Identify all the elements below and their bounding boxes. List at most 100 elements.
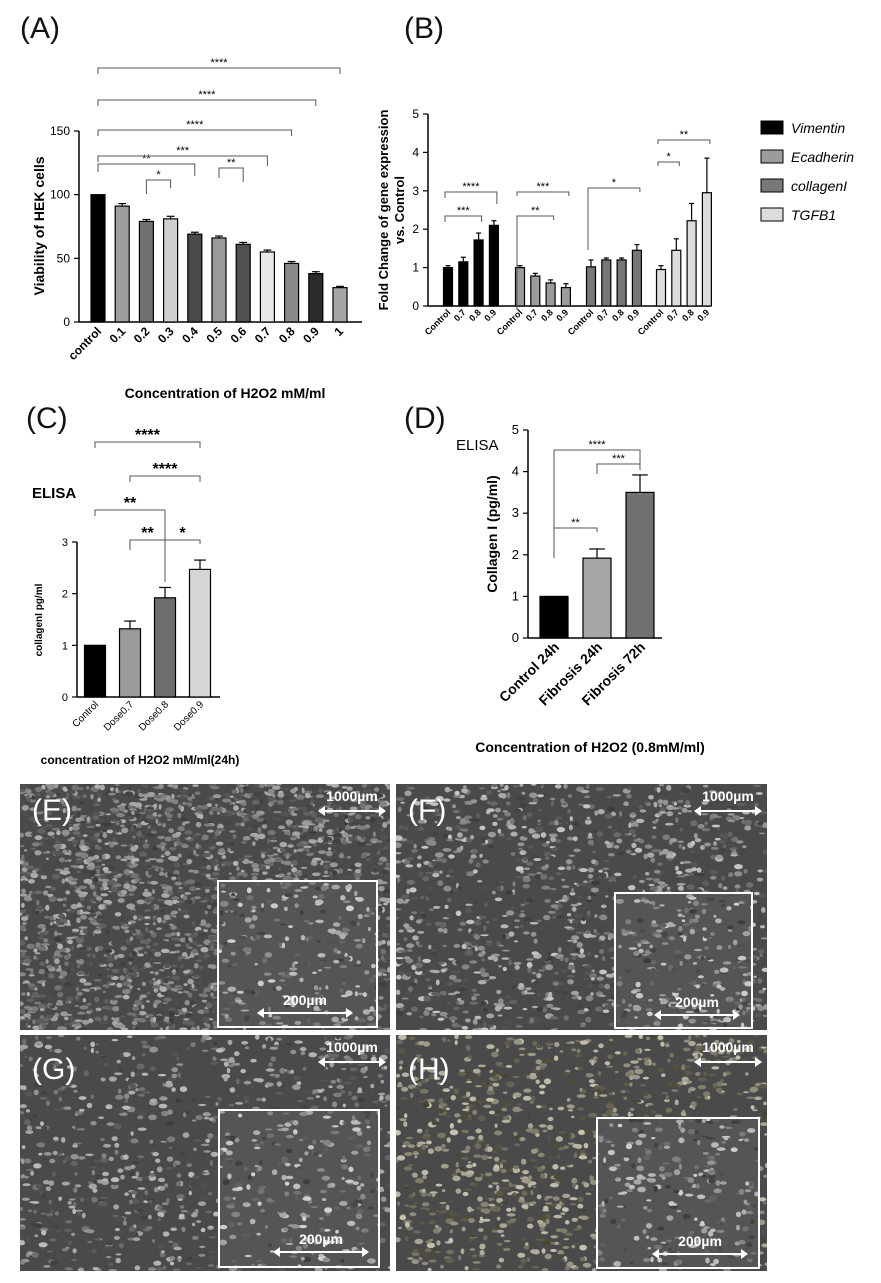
significance-bracket (129, 539, 166, 582)
y-axis-label: collagenI pg/ml (34, 583, 45, 656)
chart-c-elisa: 0 1 2 3 Control Dose0.7 Dose0.8 Dose0.9 ELISA col… (32, 427, 240, 767)
significance-bracket (97, 99, 317, 106)
significance-bracket (218, 167, 244, 182)
significance-bracket (516, 215, 555, 310)
x-tick-label: 0.9 (482, 307, 498, 323)
significance-label: ** (141, 525, 154, 542)
x-tick-label: 0.1 (107, 324, 129, 346)
significance-label: ** (124, 495, 137, 512)
bar (473, 239, 484, 307)
significance-label: ** (680, 129, 689, 141)
x-tick-label: 1 (331, 324, 346, 339)
significance-bracket (145, 179, 172, 194)
cell-texture (616, 894, 751, 1027)
y-axis-label: Collagen I (pg/ml) (484, 475, 500, 592)
x-tick-label: 0.5 (203, 324, 225, 346)
bar (188, 568, 212, 698)
scale-bar-inset: 200µm (652, 1233, 748, 1259)
significance-bracket (444, 191, 498, 204)
significance-label: ** (142, 153, 151, 165)
significance-label: * (612, 177, 617, 189)
panel-label-d: (D) (404, 402, 446, 435)
micrograph-h: (H) 1000µm 200µm (396, 1035, 767, 1271)
significance-label: * (667, 151, 672, 163)
bar (530, 275, 541, 307)
scale-bar-main: 1000µm (694, 1039, 762, 1067)
y-tick-label: 50 (57, 251, 71, 265)
significance-label: *** (176, 145, 190, 157)
y-tick-label: 3 (412, 184, 419, 198)
significance-label: **** (462, 181, 480, 193)
x-tick-label: Control (636, 307, 666, 337)
micrograph-label: (H) (408, 1053, 450, 1086)
x-tick-label: 0.7 (452, 307, 468, 323)
scale-bar-inset: 200µm (654, 994, 740, 1020)
significance-label: ** (227, 157, 236, 169)
significance-label: **** (210, 57, 228, 69)
x-tick-label: Control (71, 699, 102, 730)
bar (163, 218, 179, 323)
bar (284, 262, 300, 323)
significance-label: **** (588, 439, 606, 451)
bar (442, 267, 454, 307)
bar (631, 249, 642, 307)
x-tick-label: 0.2 (131, 324, 153, 346)
significance-label: **** (186, 119, 204, 131)
significance-bracket (553, 527, 598, 558)
legend-swatch (760, 178, 784, 193)
x-tick-label: 0.9 (554, 307, 570, 323)
y-axis-label: Fold Change of gene expression (376, 110, 391, 311)
micrograph-label: (E) (32, 794, 72, 827)
x-axis-label: concentration of H2O2 mM/ml(24h) (41, 753, 240, 767)
scale-bar-main: 1000µm (318, 1039, 386, 1067)
significance-bracket (587, 187, 641, 250)
bar (616, 259, 627, 307)
significance-bracket (657, 139, 711, 144)
x-tick-label: 0.9 (695, 307, 711, 323)
significance-label: * (179, 525, 186, 542)
micrograph-e: (E) 1000µm 200µm (20, 784, 390, 1030)
bar (625, 491, 655, 639)
x-tick-label: Control (495, 307, 525, 337)
significance-label: **** (153, 461, 179, 478)
micrograph-inset: 200µm (596, 1117, 760, 1269)
significance-bracket (516, 191, 570, 196)
y-tick-label: 2 (62, 589, 68, 601)
scale-bar-main: 1000µm (318, 788, 386, 816)
x-tick-label: 0.8 (276, 324, 298, 346)
chart-a-viability: 0 50 100 150 control 0.1 0.2 0.3 0.4 0.5 0.6 0.7 0.8… (31, 57, 362, 401)
x-tick-label: 0.8 (467, 307, 483, 323)
bar (701, 192, 712, 307)
micrograph-inset: 200µm (614, 892, 753, 1029)
bar (585, 266, 597, 307)
legend-swatch (760, 120, 784, 135)
y-tick-label: 3 (512, 505, 519, 520)
legend-label: Vimentin (791, 120, 845, 136)
x-tick-label: 0.7 (524, 307, 540, 323)
x-tick-label: control (65, 324, 104, 363)
x-tick-label: 0.8 (680, 307, 696, 323)
legend-swatch (760, 149, 784, 164)
micrograph-label: (F) (408, 794, 447, 827)
chart-title: ELISA (32, 485, 76, 502)
bar (118, 628, 142, 698)
bar (211, 237, 227, 323)
scale-bar-main: 1000µm (694, 788, 762, 816)
significance-bracket (444, 215, 483, 222)
y-tick-label: 1 (62, 640, 68, 652)
bar (671, 249, 682, 307)
y-tick-label: 5 (512, 422, 519, 437)
x-tick-label: Dose0.8 (137, 699, 171, 733)
x-tick-label: 0.7 (595, 307, 611, 323)
x-tick-label: 0.4 (179, 324, 201, 346)
scale-bar-inset: 200µm (257, 992, 353, 1018)
y-axis-label: Viability of HEK cells (31, 156, 47, 295)
scale-bar-inset: 200µm (273, 1231, 369, 1257)
x-tick-label: Control (423, 307, 453, 337)
bar (259, 251, 275, 323)
y-tick-label: 2 (512, 547, 519, 562)
y-tick-label: 5 (412, 107, 419, 121)
bar (235, 243, 251, 323)
y-tick-label: 0 (63, 315, 70, 329)
